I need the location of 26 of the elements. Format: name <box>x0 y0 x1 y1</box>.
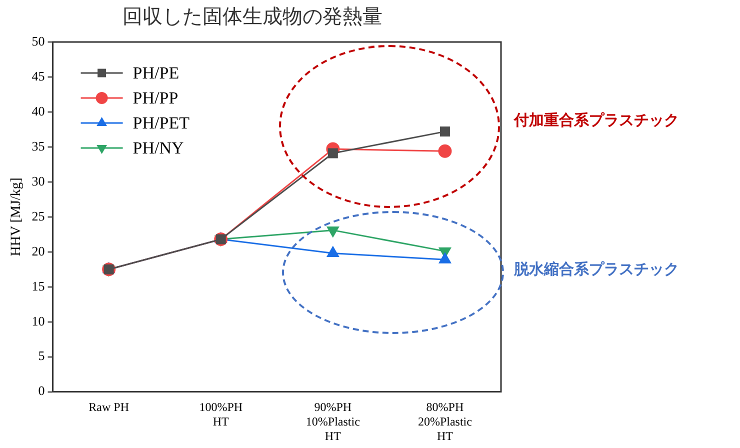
y-tick-label: 0 <box>38 383 45 398</box>
y-tick-label: 45 <box>32 68 45 84</box>
y-tick-label: 25 <box>32 208 45 224</box>
chart-title: 回収した固体生成物の発熱量 <box>122 4 382 28</box>
legend-label: PH/NY <box>132 138 184 158</box>
legend-label: PH/PE <box>132 63 180 82</box>
y-tick-label: 35 <box>32 138 45 154</box>
y-tick-label: 10 <box>32 313 45 328</box>
point <box>438 144 452 158</box>
point <box>326 246 339 258</box>
x-tick-label: 90%PH 10%Plastic HT <box>306 400 360 443</box>
legend-label: PH/PET <box>132 113 190 132</box>
y-tick-label: 5 <box>38 348 45 364</box>
y-tick-label: 30 <box>32 173 45 188</box>
point <box>440 126 450 137</box>
x-tick-label: 80%PH 20%Plastic HT <box>418 400 472 443</box>
y-tick-label: 40 <box>32 103 45 118</box>
y-axis-title: HHV [MJ/kg] <box>9 178 24 256</box>
x-tick-label: Raw PH <box>88 400 130 414</box>
y-tick-label: 50 <box>32 33 45 48</box>
legend-label: PH/PP <box>132 88 178 108</box>
x-tick-label: 100%PH HT <box>199 400 243 429</box>
text: 脱水縮合系プラスチック <box>514 260 679 279</box>
text: 付加重合系プラスチック <box>514 111 679 130</box>
y-tick-label: 15 <box>32 278 45 294</box>
y-tick-label: 20 <box>32 243 45 258</box>
